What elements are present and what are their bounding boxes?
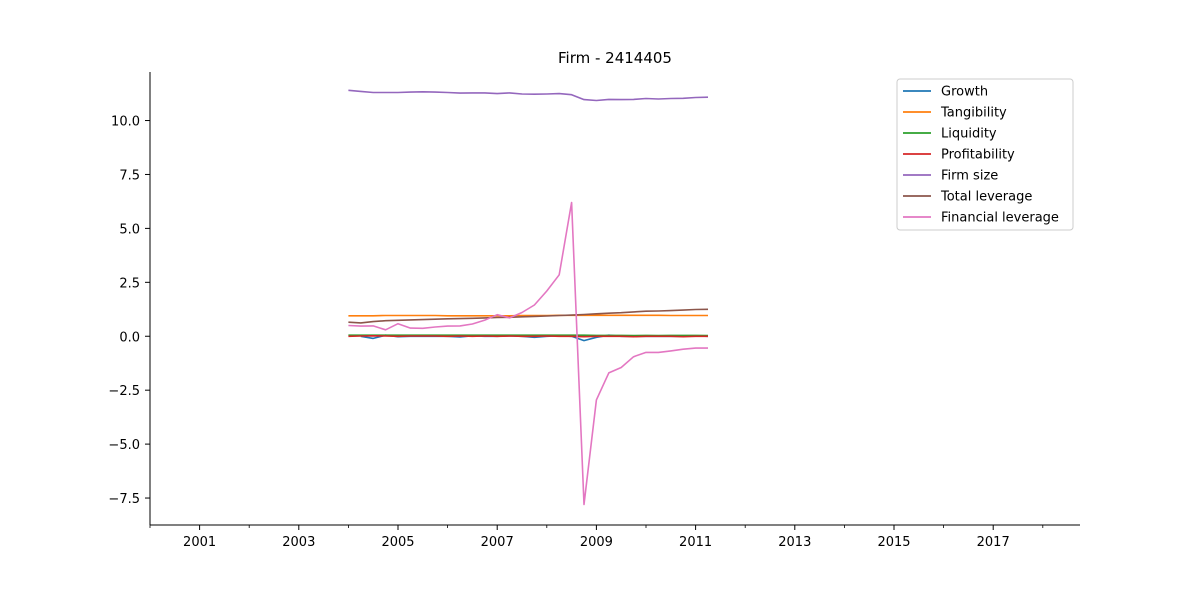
legend-box [896,78,1074,231]
x-tick-label: 2001 [183,535,216,550]
legend-label-tangibility: Tangibility [940,106,1007,121]
legend: Growth Tangibility Liquidity Profitability F… [896,78,1074,231]
y-tick-label: 0.0 [119,330,140,345]
series-line-financial-leverage [348,201,708,506]
legend-label-firm-size: Firm size [941,169,998,184]
x-tick-label: 2011 [679,535,712,550]
x-tick-label: 2007 [481,535,514,550]
series-line-tangibility [348,314,708,317]
y-tick-label: 10.0 [111,115,140,130]
y-tick-label: −5.0 [108,438,140,453]
y-tick-label: 7.5 [119,168,140,183]
series-line-profitability [348,335,708,338]
x-tick-label: 2009 [580,535,613,550]
series-line-firm-size [348,89,709,102]
legend-label-liquidity: Liquidity [941,127,997,142]
y-axis-ticks: 10.0 7.5 5.0 2.5 0.0 −2.5 −5.0 −7.5 [108,115,150,507]
legend-label-growth: Growth [941,85,988,100]
y-tick-label: 2.5 [119,276,140,291]
x-tick-label: 2005 [381,535,414,550]
x-tick-label: 2013 [778,535,811,550]
x-tick-label: 2003 [282,535,315,550]
x-tick-label: 2015 [877,535,910,550]
chart-title: Firm - 2414405 [558,49,672,67]
y-tick-label: −2.5 [108,384,140,399]
x-axis-ticks: 2001 2003 2005 2007 2009 2011 2013 2015 2017 [149,525,1044,550]
y-tick-label: −7.5 [108,492,140,507]
series-line-total-leverage [348,308,709,324]
legend-label-financial-leverage: Financial leverage [941,211,1059,226]
series-lines [348,89,709,506]
legend-label-total-leverage: Total leverage [940,190,1032,205]
x-tick-label: 2017 [977,535,1010,550]
legend-label-profitability: Profitability [941,148,1015,163]
y-tick-label: 5.0 [119,222,140,237]
